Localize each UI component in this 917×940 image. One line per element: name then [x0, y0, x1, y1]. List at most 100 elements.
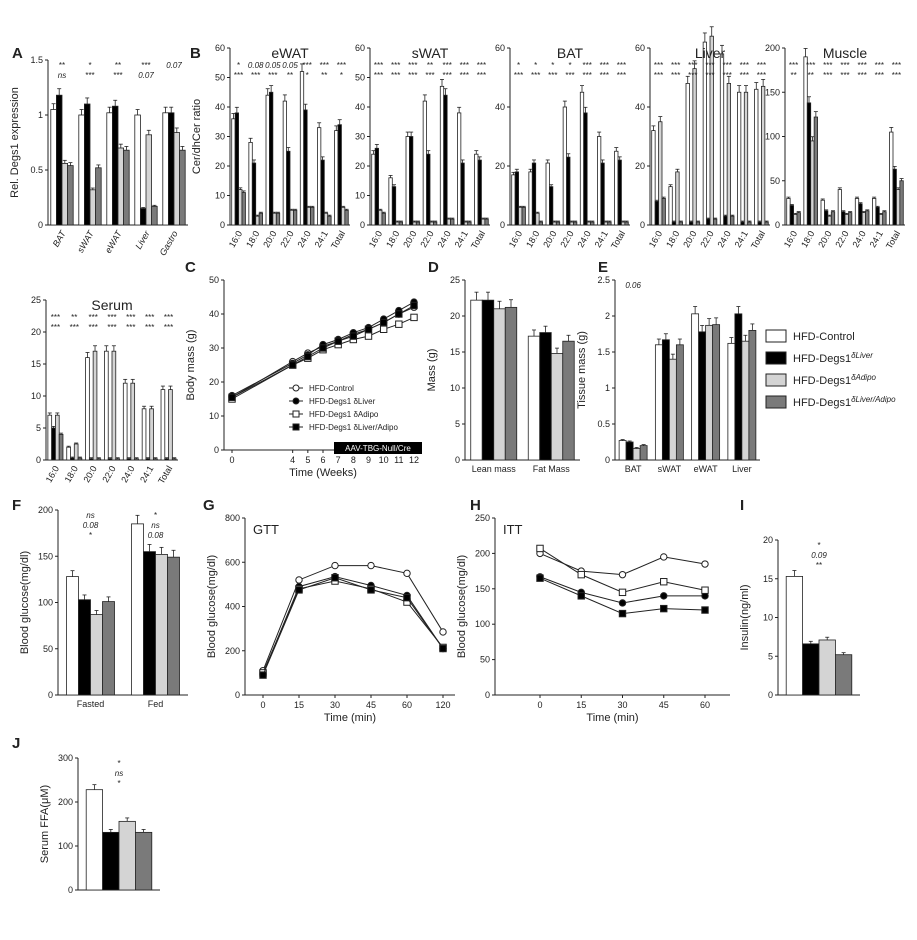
data-point	[228, 393, 236, 402]
significance-label: **	[115, 61, 121, 70]
bar	[590, 221, 595, 226]
significance-label: ***	[600, 71, 609, 80]
y-tick-label: 0	[455, 455, 460, 465]
y-tick-label: 0	[360, 220, 365, 230]
x-tick-label: 16:0	[782, 229, 799, 249]
significance-label: *	[237, 61, 240, 70]
legend-swatch	[765, 329, 787, 343]
bar	[50, 109, 57, 226]
significance-label: ***	[107, 323, 116, 332]
y-tick-label: 1	[605, 383, 610, 393]
x-tick-label: 22:0	[418, 229, 435, 249]
y-tick-label: 1	[38, 110, 43, 120]
bar	[806, 102, 812, 226]
bar	[269, 91, 274, 226]
y-tick-label: 5	[455, 419, 460, 429]
x-tick-label: 12	[409, 455, 419, 465]
y-tick-label: 25	[450, 275, 460, 285]
bar	[460, 162, 465, 226]
bar	[786, 198, 791, 226]
y-tick-label: 20	[355, 161, 365, 171]
legend-label: HFD-Degs1δLiver/Adipo	[793, 395, 896, 409]
x-tick-label: Total	[749, 229, 767, 250]
y-tick-label: 30	[209, 343, 219, 353]
y-tick-label: 200	[58, 797, 73, 807]
data-point	[660, 553, 668, 561]
bar	[618, 440, 627, 461]
bar	[802, 643, 820, 696]
significance-label: 0.08	[148, 531, 164, 540]
x-tick-label: 9	[366, 455, 371, 465]
bar	[139, 208, 147, 226]
x-tick-label: 24:0	[575, 229, 592, 249]
bar	[164, 458, 169, 461]
x-tick-label: 20:0	[681, 229, 698, 249]
y-tick-label: 0	[220, 220, 225, 230]
bar	[78, 599, 91, 696]
x-tick-label: 18:0	[244, 229, 261, 249]
data-point	[660, 604, 668, 613]
panel-label: A	[12, 45, 23, 62]
data-point	[403, 569, 411, 578]
panel-label: J	[12, 735, 20, 752]
bar	[167, 556, 180, 696]
significance-label: 0.05	[282, 61, 298, 70]
x-tick-label: Total	[156, 464, 174, 485]
bar	[123, 149, 130, 226]
legend-marker	[292, 397, 300, 405]
x-tick-label: 24:0	[435, 229, 452, 249]
bar	[813, 116, 818, 226]
significance-label: ***	[408, 61, 417, 70]
x-tick-label: 24:1	[733, 229, 750, 249]
significance-label: **	[427, 61, 433, 70]
chart-title: sWAT	[412, 45, 449, 61]
data-point	[701, 606, 709, 614]
bar	[695, 221, 701, 226]
bar	[395, 221, 400, 226]
bar	[552, 221, 557, 226]
legend-marker	[292, 410, 300, 418]
bar	[848, 212, 853, 226]
y-tick-label: 20	[209, 377, 219, 387]
y-axis-label: Cer/dhCer ratio	[191, 99, 203, 174]
treatment-bar	[334, 442, 422, 454]
x-tick-label: eWAT	[694, 464, 719, 474]
legend-label: HFD-Control	[309, 384, 354, 393]
y-tick-label: 0	[485, 690, 490, 700]
significance-label: ***	[600, 61, 609, 70]
significance-label: **	[71, 313, 77, 322]
x-tick-label: Total	[329, 229, 347, 250]
y-tick-label: 30	[215, 132, 225, 142]
bar	[600, 162, 605, 226]
significance-label: ***	[892, 71, 901, 80]
bar	[106, 112, 113, 226]
bar	[691, 313, 700, 461]
significance-label: ***	[857, 61, 866, 70]
y-tick-label: 50	[215, 73, 225, 83]
bar	[272, 212, 277, 226]
data-point	[367, 561, 375, 570]
significance-label: ***	[107, 313, 116, 322]
y-axis-label: Blood glucose(mg/dl)	[456, 555, 468, 658]
bar	[470, 299, 483, 461]
x-tick-label: 0	[537, 700, 542, 710]
x-tick-label: 24:0	[295, 229, 312, 249]
significance-label: **	[808, 71, 814, 80]
bar	[793, 213, 798, 226]
bar	[531, 162, 537, 226]
bar	[730, 215, 735, 226]
significance-label: ns	[151, 521, 159, 530]
bar	[583, 112, 588, 226]
y-tick-label: 50	[355, 73, 365, 83]
significance-label: ***	[705, 61, 714, 70]
x-tick-label: 16:0	[367, 229, 384, 249]
bar	[737, 91, 742, 226]
main-legend: HFD-Control HFD-Degs1δLiver HFD-Degs1δAdip…	[765, 329, 896, 409]
significance-label: ***	[840, 61, 849, 70]
y-tick-label: 15	[450, 347, 460, 357]
bar	[467, 221, 472, 226]
y-tick-label: 200	[38, 505, 53, 515]
significance-label: ***	[514, 71, 523, 80]
significance-label: 0.08	[83, 521, 99, 530]
